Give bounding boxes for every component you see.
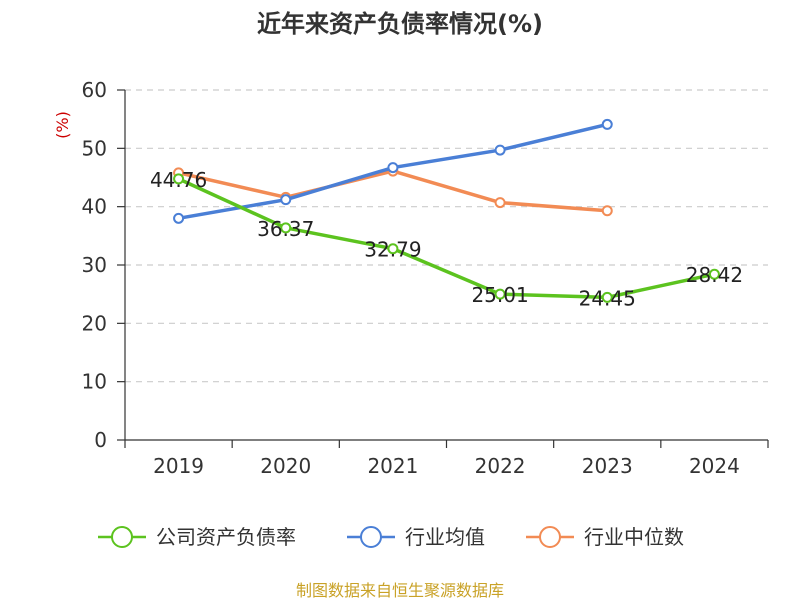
series-0-point-2019: [173, 173, 185, 185]
y-axis-label: (%): [53, 111, 72, 139]
series-1-point-2023: [601, 118, 613, 130]
data-label-2024: 28.42: [686, 263, 743, 287]
x-tick-label-2023: 2023: [582, 454, 633, 478]
legend: 公司资产负债率 行业均值 行业中位数: [98, 525, 684, 549]
legend-item-0: 公司资产负债率: [98, 525, 296, 549]
legend-item-1: 行业均值: [347, 525, 485, 549]
series-0-point-2023: [601, 291, 613, 303]
series-0-point-2021: [387, 243, 399, 255]
data-label-2019: 44.76: [150, 168, 207, 192]
series-2-point-2023: [601, 205, 613, 217]
y-tick-label-0: 0: [94, 428, 107, 452]
data-label-2021: 32.79: [364, 238, 421, 262]
legend-marker-0: [111, 526, 133, 548]
x-tick-label-2021: 2021: [367, 454, 418, 478]
series-0-point-2022: [494, 288, 506, 300]
series-1-point-2020: [280, 194, 292, 206]
series-0: [173, 173, 720, 303]
x-tick-label-2024: 2024: [689, 454, 740, 478]
grid-lines: [125, 89, 768, 383]
legend-marker-1: [360, 526, 382, 548]
y-tick-label-30: 30: [82, 253, 107, 277]
data-label-2020: 36.37: [257, 217, 314, 241]
chart-title: 近年来资产负债率情况(%): [257, 10, 543, 38]
data-labels: 44.76 36.37 32.79 25.01 24.45 28.42: [150, 168, 743, 310]
y-tick-label-40: 40: [82, 195, 107, 219]
x-tick-label-2019: 2019: [153, 454, 204, 478]
series-1-point-2021: [387, 162, 399, 174]
data-label-2022: 25.01: [471, 283, 528, 307]
source-note: 制图数据来自恒生聚源数据库: [296, 581, 504, 600]
series-lines: [173, 118, 720, 303]
legend-item-2: 行业中位数: [526, 525, 684, 549]
series-0-point-2020: [280, 222, 292, 234]
legend-marker-2: [539, 526, 561, 548]
x-tick-label-2020: 2020: [260, 454, 311, 478]
series-line-2: [178, 169, 608, 213]
series-1: [173, 118, 613, 224]
x-tick-label-2022: 2022: [475, 454, 526, 478]
axes: 0 10 20 30 40 50 60 2019 2020 2021 2022 2023 2024: [82, 78, 769, 478]
series-1-point-2019: [173, 212, 185, 224]
series-0-point-2024: [708, 268, 720, 280]
y-tick-label-60: 60: [82, 78, 107, 102]
series-2-point-2022: [494, 197, 506, 209]
y-tick-label-10: 10: [82, 370, 107, 394]
data-label-2023: 24.45: [579, 286, 636, 310]
legend-label-0: 公司资产负债率: [156, 525, 296, 549]
series-line-0: [177, 177, 715, 300]
series-1-point-2022: [494, 144, 506, 156]
y-tick-label-20: 20: [82, 311, 107, 335]
legend-label-1: 行业均值: [405, 525, 485, 549]
y-tick-label-50: 50: [82, 136, 107, 160]
legend-label-2: 行业中位数: [584, 525, 684, 549]
